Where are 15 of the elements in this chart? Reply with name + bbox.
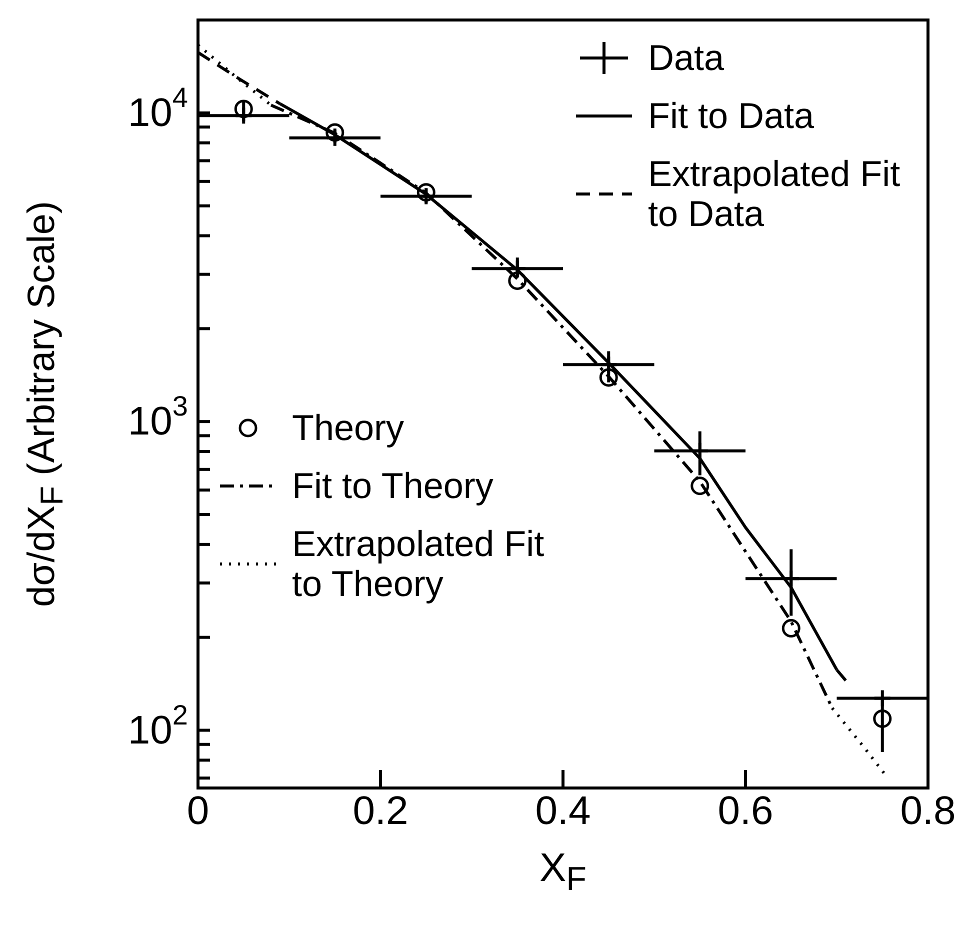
legend-label: Extrapolated Fit to Data xyxy=(648,153,902,234)
x-tick-label: 0.8 xyxy=(900,789,956,833)
legend-label: Fit to Data xyxy=(648,95,816,136)
y-tick-label: 10$^{4}$ xyxy=(128,82,188,135)
legend-label: Extrapolated Fit to Theory xyxy=(292,523,546,604)
legend-label: Theory xyxy=(292,407,406,448)
x-axis-title: X$_{F}$ xyxy=(538,846,588,899)
x-tick-label: 0.2 xyxy=(352,789,408,833)
y-tick-label: 10$^{3}$ xyxy=(128,390,188,444)
x-tick-label: 0 xyxy=(186,789,210,833)
x-tick-label: 0.6 xyxy=(718,789,774,833)
legend-label: Fit to Theory xyxy=(292,465,494,506)
legend-label: Data xyxy=(648,37,726,78)
x-tick-label: 0.4 xyxy=(535,789,591,833)
y-tick-label: 10$^{2}$ xyxy=(128,699,188,752)
